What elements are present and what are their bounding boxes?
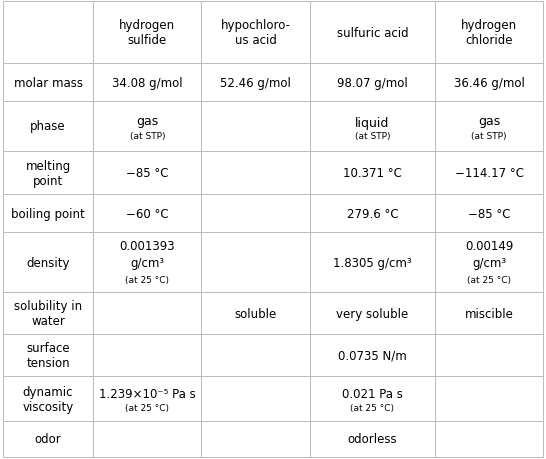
Bar	[201, 195, 310, 233]
Text: 10.371 °C: 10.371 °C	[343, 167, 402, 180]
Text: (at 25 °C): (at 25 °C)	[126, 275, 169, 284]
Text: 34.08 g/mol: 34.08 g/mol	[112, 77, 183, 90]
Bar	[93, 335, 201, 376]
Text: −114.17 °C: −114.17 °C	[455, 167, 524, 180]
Bar	[3, 64, 93, 102]
Text: molar mass: molar mass	[14, 77, 82, 90]
Bar	[435, 293, 543, 335]
Text: −85 °C: −85 °C	[126, 167, 169, 180]
Text: (at STP): (at STP)	[129, 132, 165, 141]
Text: 52.46 g/mol: 52.46 g/mol	[220, 77, 291, 90]
Text: soluble: soluble	[234, 307, 277, 320]
Bar	[3, 151, 93, 195]
Bar	[93, 151, 201, 195]
Text: miscible: miscible	[465, 307, 514, 320]
Bar	[201, 335, 310, 376]
Bar	[310, 376, 435, 421]
Text: gas: gas	[478, 115, 500, 128]
Bar	[201, 64, 310, 102]
Text: (at 25 °C): (at 25 °C)	[126, 403, 169, 412]
Bar	[435, 335, 543, 376]
Text: boiling point: boiling point	[11, 207, 85, 220]
Text: liquid: liquid	[355, 117, 389, 129]
Bar	[3, 2, 93, 64]
Bar	[3, 293, 93, 335]
Bar	[435, 421, 543, 457]
Text: 36.46 g/mol: 36.46 g/mol	[454, 77, 525, 90]
Bar	[310, 233, 435, 293]
Bar	[310, 102, 435, 151]
Text: g/cm³: g/cm³	[130, 256, 164, 269]
Text: 279.6 °C: 279.6 °C	[347, 207, 398, 220]
Bar	[93, 195, 201, 233]
Bar	[93, 64, 201, 102]
Text: gas: gas	[136, 115, 158, 128]
Bar	[93, 233, 201, 293]
Bar	[435, 151, 543, 195]
Bar	[93, 102, 201, 151]
Text: surface
tension: surface tension	[26, 341, 70, 369]
Text: dynamic
viscosity: dynamic viscosity	[22, 385, 74, 413]
Bar	[310, 421, 435, 457]
Bar	[3, 421, 93, 457]
Text: −60 °C: −60 °C	[126, 207, 169, 220]
Bar	[201, 102, 310, 151]
Bar	[3, 195, 93, 233]
Text: (at STP): (at STP)	[354, 132, 390, 141]
Text: (at 25 °C): (at 25 °C)	[351, 403, 394, 412]
Text: −85 °C: −85 °C	[468, 207, 511, 220]
Bar	[93, 421, 201, 457]
Bar	[310, 2, 435, 64]
Text: odor: odor	[34, 432, 61, 445]
Text: g/cm³: g/cm³	[472, 256, 506, 269]
Bar	[201, 2, 310, 64]
Text: (at STP): (at STP)	[471, 132, 507, 141]
Bar	[435, 195, 543, 233]
Text: (at 25 °C): (at 25 °C)	[467, 275, 511, 284]
Bar	[93, 293, 201, 335]
Text: phase: phase	[30, 120, 66, 133]
Bar	[435, 376, 543, 421]
Bar	[201, 151, 310, 195]
Bar	[435, 2, 543, 64]
Bar	[3, 102, 93, 151]
Text: hydrogen
sulfide: hydrogen sulfide	[119, 19, 175, 47]
Bar	[3, 376, 93, 421]
Text: 98.07 g/mol: 98.07 g/mol	[337, 77, 408, 90]
Text: hypochloro-
us acid: hypochloro- us acid	[221, 19, 290, 47]
Text: solubility in
water: solubility in water	[14, 300, 82, 328]
Bar	[3, 335, 93, 376]
Bar	[435, 233, 543, 293]
Bar	[310, 293, 435, 335]
Bar	[310, 151, 435, 195]
Bar	[93, 376, 201, 421]
Bar	[435, 64, 543, 102]
Text: 0.021 Pa s: 0.021 Pa s	[342, 387, 403, 400]
Text: melting
point: melting point	[26, 159, 70, 187]
Text: very soluble: very soluble	[336, 307, 408, 320]
Text: odorless: odorless	[348, 432, 397, 445]
Bar	[201, 293, 310, 335]
Bar	[201, 421, 310, 457]
Bar	[310, 195, 435, 233]
Text: sulfuric acid: sulfuric acid	[336, 27, 408, 39]
Text: density: density	[26, 256, 70, 269]
Bar	[3, 233, 93, 293]
Bar	[310, 64, 435, 102]
Text: 0.001393: 0.001393	[120, 240, 175, 252]
Text: 0.0735 N/m: 0.0735 N/m	[338, 349, 407, 362]
Text: 1.239×10⁻⁵ Pa s: 1.239×10⁻⁵ Pa s	[99, 387, 195, 400]
Bar	[201, 233, 310, 293]
Bar	[435, 102, 543, 151]
Bar	[310, 335, 435, 376]
Text: 0.00149: 0.00149	[465, 240, 513, 252]
Text: 1.8305 g/cm³: 1.8305 g/cm³	[333, 256, 412, 269]
Bar	[201, 376, 310, 421]
Bar	[93, 2, 201, 64]
Text: hydrogen
chloride: hydrogen chloride	[461, 19, 517, 47]
